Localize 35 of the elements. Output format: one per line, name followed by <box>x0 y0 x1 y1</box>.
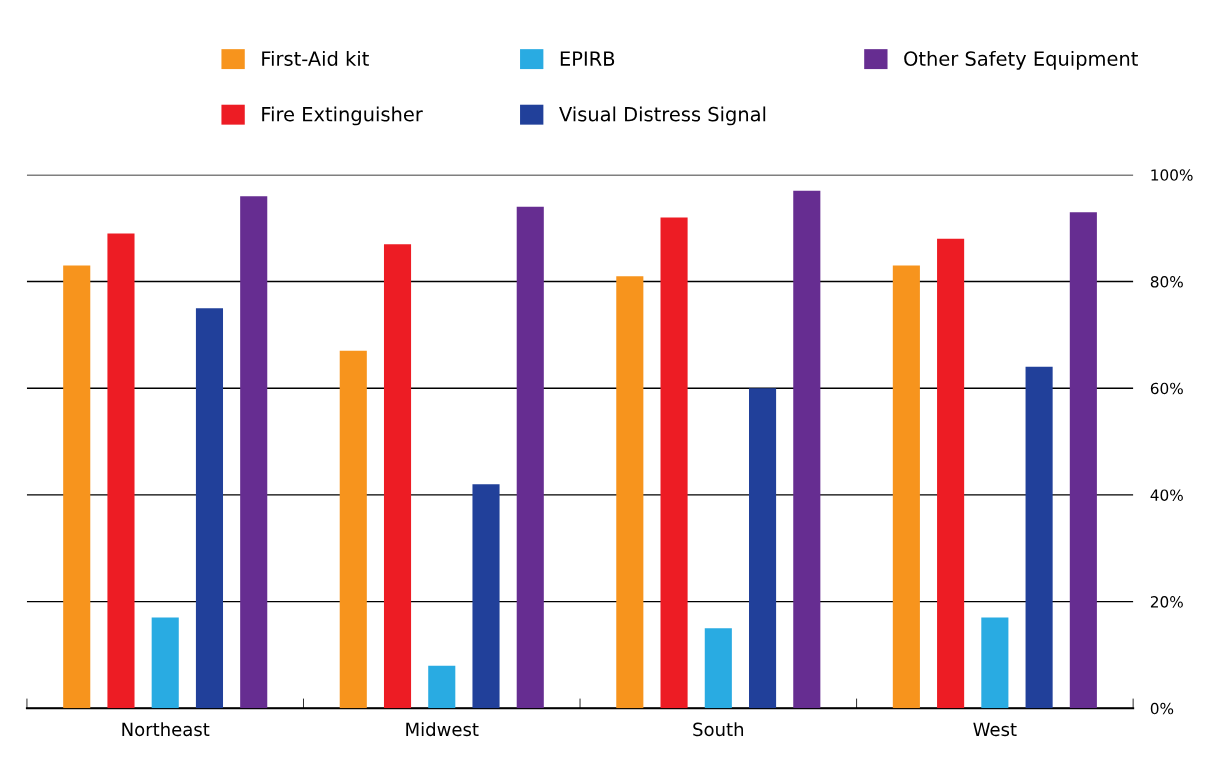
y-tick-label: 60% <box>1150 382 1183 395</box>
y-tick-label: 20% <box>1150 596 1183 608</box>
bar <box>660 217 688 709</box>
legend-label: Visual Distress Signal <box>559 106 766 126</box>
x-tick-label: Northeast <box>122 722 210 737</box>
x-tick-label: Midwest <box>406 722 479 737</box>
bar <box>428 665 456 709</box>
bar <box>616 276 644 709</box>
bar <box>339 350 367 709</box>
bar <box>383 244 412 709</box>
bar <box>1025 366 1053 709</box>
legend-label: First-Aid kit <box>262 50 369 66</box>
bar <box>472 484 500 709</box>
bar <box>892 265 920 709</box>
bar <box>1069 212 1097 709</box>
bar <box>749 388 777 709</box>
x-tick-label: South <box>693 722 744 737</box>
bar <box>107 233 135 709</box>
legend-label: Other Safety Equipment <box>904 50 1138 70</box>
bar <box>63 265 91 709</box>
bar <box>793 190 821 709</box>
bar <box>937 238 965 709</box>
x-tick-label: West <box>973 722 1017 737</box>
y-tick-label: 80% <box>1150 275 1183 288</box>
bar <box>704 628 732 709</box>
bar <box>240 196 268 709</box>
bar <box>151 617 179 709</box>
y-tick-label: 40% <box>1150 489 1183 501</box>
legend-label: EPIRB <box>560 51 615 66</box>
bar <box>516 206 544 709</box>
y-tick-label: 100% <box>1151 169 1193 181</box>
legend-label: Fire Extinguisher <box>262 106 423 126</box>
bar <box>195 308 224 709</box>
bar <box>981 617 1009 709</box>
y-tick-label: 0% <box>1150 702 1174 715</box>
